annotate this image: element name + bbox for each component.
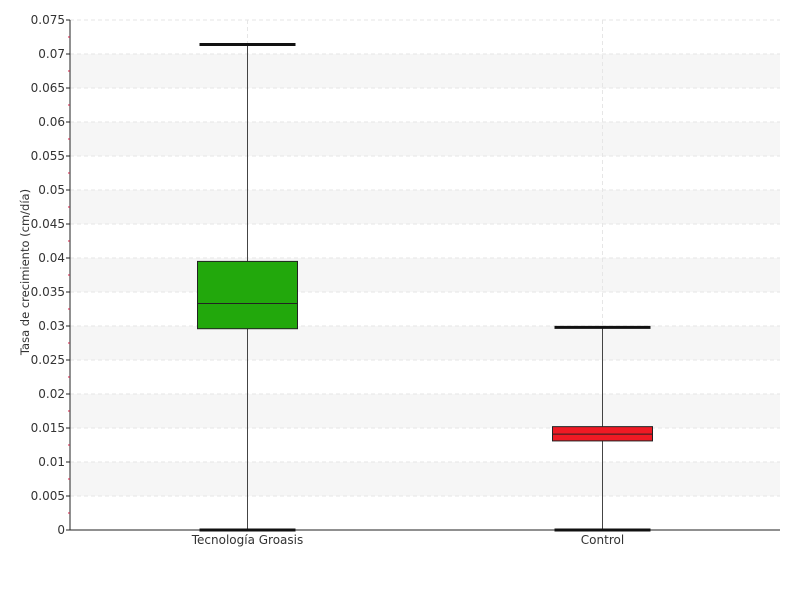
y-tick-label: 0.025 [31,353,65,367]
y-tick-label: 0.075 [31,13,65,27]
y-tick-label: 0.065 [31,81,65,95]
y-tick-label: 0.07 [38,47,65,61]
y-tick-label: 0.06 [38,115,65,129]
y-ticks: 0 0.005 0.01 0.015 0.02 0.025 0.03 0.035 0.04 0.0… [31,13,70,537]
y-tick-label: 0.01 [38,455,65,469]
box-series [197,42,653,532]
y-tick-label: 0.04 [38,251,65,265]
y-tick-label: 0.05 [38,183,65,197]
grid-band [70,462,780,496]
y-tick-label: 0.005 [31,489,65,503]
y-tick-label: 0.02 [38,387,65,401]
grid-band [70,394,780,428]
grid-band [70,122,780,156]
y-tick-label: 0.045 [31,217,65,231]
grid-band [70,326,780,360]
y-tick-label: 0.055 [31,149,65,163]
grid-band [70,258,780,292]
box-body [197,260,298,330]
y-tick-label: 0 [57,523,65,537]
y-tick-label: 0.035 [31,285,65,299]
y-tick-label: 0.015 [31,421,65,435]
x-tick-label: Tecnología Groasis [191,533,304,547]
y-axis-title: Tasa de crecimiento (cm/día) [18,189,32,356]
y-tick-label: 0.03 [38,319,65,333]
x-tick-label: Control [581,533,624,547]
grid-band [70,54,780,88]
box-item [197,42,298,532]
grid-bands [70,54,780,496]
grid-band [70,190,780,224]
box-item [552,325,653,532]
x-tick-labels: Tecnología Groasis Control [191,533,624,547]
